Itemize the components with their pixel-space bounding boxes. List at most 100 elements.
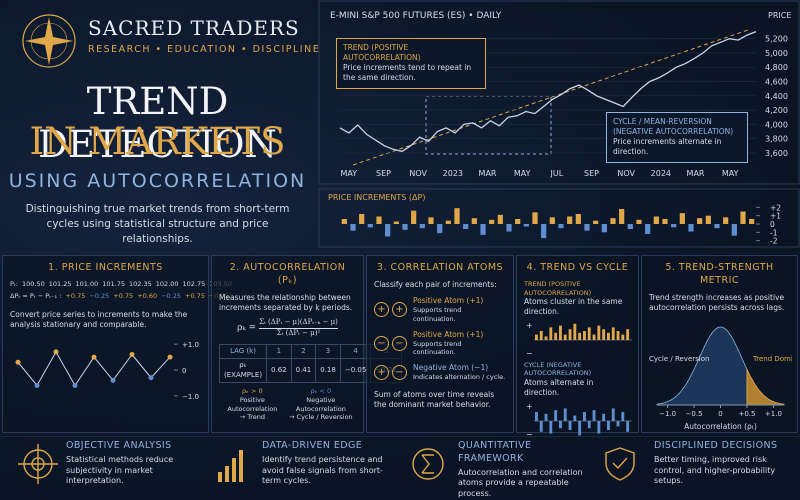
increment-bar	[584, 224, 590, 231]
price-value: 102.00	[155, 279, 179, 288]
cycle-bar	[621, 411, 625, 421]
x-axis-label: Autocorrelation (ρₜ)	[684, 422, 757, 431]
increment-bar	[367, 224, 373, 228]
brand: Sacred Traders	[88, 16, 300, 40]
price-value: 101.25	[48, 279, 72, 288]
increment-bar	[610, 218, 616, 224]
y-tick-label: 5,000	[765, 49, 788, 58]
price-value: 102.75	[182, 279, 206, 288]
increment-bar	[593, 220, 599, 224]
y-tick-label: 4,400	[765, 92, 788, 101]
table-cell: 1	[266, 343, 292, 360]
increment-bar	[411, 210, 417, 224]
atom-desc: Supports trend continuation.	[412, 339, 462, 357]
trend-bar	[626, 328, 630, 340]
highlight-box	[425, 95, 552, 155]
y-tick-label: 0	[770, 220, 775, 229]
x-tick-label: MAY	[722, 169, 739, 178]
annotation-text: Price increments alternate in direction.	[613, 137, 722, 157]
zigzag-point	[129, 351, 135, 357]
footer-item: Quantitative Framework Autocorrelation an…	[400, 440, 595, 498]
table-cell: LAG (k)	[218, 343, 268, 360]
prices-row: Pₜ: 100.50 101.25 101.00 101.75 102.35 102.00 1…	[10, 279, 232, 289]
increment-bar	[471, 218, 477, 224]
cycle-bar	[583, 411, 586, 421]
increment-bar	[636, 219, 642, 224]
trend-bar	[554, 332, 558, 340]
increment-bar	[489, 219, 495, 224]
increment-bar	[445, 220, 451, 224]
axis-sign: −	[526, 349, 533, 358]
y-tick-label: 0	[182, 367, 186, 375]
axis-sign: −	[526, 430, 533, 439]
increment-bar	[437, 224, 443, 234]
increment-bar	[601, 224, 607, 233]
increment-value: +0.75	[113, 291, 134, 300]
y-tick-label: −1.0	[182, 392, 199, 400]
footer-title: Objective Analysis	[66, 440, 172, 451]
annotation-title: Cycle / Mean-Reversion (Negative Autocor…	[613, 117, 734, 137]
atom-sign: +	[374, 365, 389, 381]
atom-sign: +	[391, 302, 407, 318]
x-tick-label: MAR	[687, 169, 705, 178]
zigzag-point	[91, 354, 97, 360]
trend-bar	[597, 325, 601, 340]
increment-bar	[645, 224, 651, 234]
panel-text: Trend strength increases as positive aut…	[649, 292, 785, 312]
trend-bar	[539, 330, 543, 340]
x-tick-label: 2023	[443, 169, 463, 178]
x-tick-label: SEP	[584, 169, 599, 178]
tagline: Research • Education • Discipline	[88, 44, 321, 55]
increment-bar	[619, 209, 625, 224]
increment-bar	[428, 217, 434, 224]
atom-text: Negative Atom (−1) Indicates alternation …	[413, 363, 505, 382]
increment-bar	[341, 219, 347, 224]
logo	[22, 14, 76, 68]
cycle-bar	[539, 420, 543, 432]
cycle-bar	[578, 420, 582, 435]
atom-sign: −	[374, 335, 389, 351]
footer-text: Better timing, improved risk control, an…	[654, 454, 776, 486]
y-tick-label: 5,200	[765, 35, 788, 44]
trend-bar	[607, 332, 610, 340]
panel-text: Sum of atoms over time reveals the domin…	[374, 390, 495, 410]
chart-title: Price Increments (ΔP)	[328, 193, 425, 202]
panel-metric: 5. Trend-Strength Metric Trend strength …	[641, 255, 800, 433]
y-tick-label: -2	[770, 237, 778, 246]
cycle-bar	[611, 407, 615, 421]
title-line1: Trend Detection	[38, 80, 277, 166]
increment-bar	[549, 217, 555, 224]
increment-bar	[532, 212, 538, 224]
sign-legend: ρₖ > 0 Positive Autocorrelation → Trend ρₖ …	[219, 387, 356, 422]
panel-title: 3. Correlation Atoms	[376, 262, 504, 273]
table-cell: 0.62	[266, 358, 292, 384]
x-tick-label: +0.5	[738, 410, 755, 418]
x-tick-label: −0.5	[686, 410, 703, 418]
increment-bar	[697, 218, 703, 224]
atom-sign: +	[374, 302, 389, 318]
increment-bar	[419, 224, 425, 229]
table-cell: 3	[315, 343, 341, 360]
description: Distinguishing true market trends from s…	[25, 203, 290, 246]
y-tick-label: 4,600	[765, 78, 788, 87]
increment-bar	[575, 214, 581, 224]
cycle-area	[656, 326, 748, 406]
legend-result: → Trend	[239, 413, 266, 422]
x-tick-label: 0	[718, 410, 722, 418]
atom-text: Positive Atom (+1) Supports trend continu…	[413, 296, 506, 324]
table-cell: 0.18	[315, 358, 341, 384]
x-tick-label: NOV	[617, 169, 635, 178]
x-tick-label: −1.0	[659, 410, 676, 418]
atom-sign: −	[392, 365, 407, 381]
footer-item: Disciplined Decisions Better timing, impr…	[596, 440, 791, 498]
cycle-title: Cycle (Negative Autocorrelation)	[524, 360, 592, 378]
left-label: Cycle / Reversion	[649, 355, 709, 363]
cycle-bar	[563, 407, 567, 421]
axis-sign: +	[526, 402, 533, 411]
y-tick-label: 4,800	[765, 63, 788, 72]
trend-bar	[544, 335, 548, 340]
cycle-bar	[554, 409, 558, 421]
cycle-bar	[535, 411, 538, 421]
panel-autocorrelation: 2. Autocorrelation (ρₖ) Measures the rel…	[211, 255, 402, 433]
cycle-bar	[616, 420, 620, 426]
